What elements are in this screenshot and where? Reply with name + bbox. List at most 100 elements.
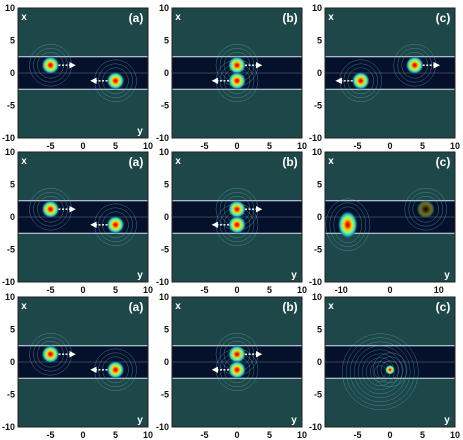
panel-label: (c) bbox=[436, 155, 451, 169]
tick-label-left: 10 bbox=[312, 3, 322, 13]
tick-label-bottom: 0 bbox=[80, 430, 85, 440]
tick-label-left: -5 bbox=[161, 245, 169, 255]
tick-label-bottom: 5 bbox=[113, 430, 118, 440]
plot-frame bbox=[324, 296, 456, 428]
plot-frame bbox=[324, 151, 456, 283]
panel-2: x (b) 10 5 0 -5 -10 -5 0 5 10 bbox=[156, 3, 307, 151]
panel-6: x y (c) 10 5 0 -5 -10 -10 0 10 bbox=[309, 147, 456, 295]
axis-letter-y: y bbox=[291, 415, 297, 426]
soliton-spot bbox=[228, 71, 246, 90]
soliton-spot bbox=[405, 56, 424, 75]
tick-label-bottom: -5 bbox=[46, 141, 54, 151]
contour-line bbox=[329, 202, 366, 248]
tick-label-left: -5 bbox=[314, 390, 322, 400]
tick-label-left: -10 bbox=[2, 277, 15, 287]
panel-label: (c) bbox=[436, 11, 451, 25]
tick-label-left: -5 bbox=[7, 390, 15, 400]
axis-letter-y: y bbox=[291, 270, 297, 281]
tick-label-bottom: 0 bbox=[387, 141, 392, 151]
tick-label-left: 10 bbox=[159, 3, 169, 13]
soliton-spot bbox=[228, 215, 246, 234]
panel-7: x y (a) 10 5 0 -5 -10 -5 0 5 10 bbox=[2, 292, 153, 440]
tick-label-bottom: 5 bbox=[267, 141, 272, 151]
tick-label-bottom: 0 bbox=[80, 141, 85, 151]
soliton-spot bbox=[416, 200, 435, 219]
tick-label-bottom: 10 bbox=[297, 430, 307, 440]
tick-label-bottom: 5 bbox=[267, 285, 272, 295]
tick-label-left: 5 bbox=[317, 36, 322, 46]
axis-letter-y: y bbox=[137, 126, 143, 137]
plot-frame bbox=[171, 7, 303, 139]
tick-label-left: -10 bbox=[156, 277, 169, 287]
axis-letter-x: x bbox=[21, 301, 27, 312]
soliton-spot bbox=[385, 364, 395, 375]
soliton-spot bbox=[351, 71, 370, 90]
panel-label: (a) bbox=[129, 300, 144, 314]
panel-label: (b) bbox=[282, 11, 297, 25]
tick-label-bottom: 10 bbox=[450, 430, 460, 440]
tick-label-bottom: 5 bbox=[267, 430, 272, 440]
tick-label-bottom: -10 bbox=[335, 285, 348, 295]
contour-line bbox=[408, 191, 443, 227]
tick-label-bottom: -5 bbox=[200, 430, 208, 440]
tick-label-bottom: 0 bbox=[387, 285, 392, 295]
tick-label-left: 10 bbox=[159, 147, 169, 157]
tick-label-bottom: -5 bbox=[46, 430, 54, 440]
axis-letter-x: x bbox=[21, 156, 27, 167]
tick-label-bottom: -5 bbox=[46, 285, 54, 295]
tick-label-left: -5 bbox=[161, 390, 169, 400]
tick-label-left: 0 bbox=[317, 212, 322, 222]
tick-label-left: 0 bbox=[164, 212, 169, 222]
soliton-spot bbox=[41, 200, 60, 219]
axis-letter-x: x bbox=[328, 301, 334, 312]
tick-label-left: -10 bbox=[309, 422, 322, 432]
tick-label-left: 0 bbox=[164, 68, 169, 78]
panel-label: (a) bbox=[129, 11, 144, 25]
tick-label-left: 0 bbox=[164, 357, 169, 367]
axis-letter-x: x bbox=[328, 12, 334, 23]
soliton-spot bbox=[228, 345, 246, 364]
contour-ring bbox=[346, 337, 415, 406]
panel-label: (b) bbox=[282, 300, 297, 314]
tick-label-bottom: -5 bbox=[200, 285, 208, 295]
tick-label-left: 5 bbox=[10, 36, 15, 46]
axis-letter-y: y bbox=[444, 270, 450, 281]
plot-frame bbox=[17, 7, 149, 139]
tick-label-left: 10 bbox=[5, 3, 15, 13]
soliton-spot bbox=[228, 56, 246, 75]
tick-label-bottom: 5 bbox=[113, 285, 118, 295]
soliton-spot bbox=[228, 200, 246, 219]
plot-frame bbox=[171, 151, 303, 283]
tick-label-left: 0 bbox=[10, 357, 15, 367]
axis-letter-y: y bbox=[137, 415, 143, 426]
tick-label-left: -10 bbox=[156, 133, 169, 143]
tick-label-left: 5 bbox=[164, 325, 169, 335]
panel-9: x y (c) 10 5 0 -5 -10 -5 0 5 10 bbox=[309, 292, 460, 440]
contour-ring bbox=[362, 353, 399, 390]
axis-letter-x: x bbox=[21, 12, 27, 23]
contour-line bbox=[412, 195, 439, 223]
tick-label-bottom: 10 bbox=[297, 285, 307, 295]
tick-label-bottom: 5 bbox=[113, 141, 118, 151]
tick-label-left: 0 bbox=[10, 68, 15, 78]
soliton-spot bbox=[106, 215, 125, 234]
tick-label-bottom: 10 bbox=[143, 141, 153, 151]
tick-label-bottom: 5 bbox=[420, 430, 425, 440]
axis-letter-x: x bbox=[175, 12, 181, 23]
tick-label-left: 0 bbox=[317, 68, 322, 78]
tick-label-left: -5 bbox=[314, 245, 322, 255]
contour-line bbox=[404, 187, 447, 231]
soliton-spot bbox=[41, 56, 60, 75]
tick-label-left: -5 bbox=[161, 101, 169, 111]
soliton-spot bbox=[337, 210, 358, 239]
tick-label-left: -5 bbox=[7, 245, 15, 255]
soliton-spot bbox=[228, 360, 246, 379]
tick-label-left: 5 bbox=[164, 180, 169, 190]
panel-8: x y (b) 10 5 0 -5 -10 -5 0 5 10 bbox=[156, 292, 307, 440]
tick-label-left: 10 bbox=[5, 292, 15, 302]
axis-letter-y: y bbox=[137, 270, 143, 281]
tick-label-left: -10 bbox=[2, 422, 15, 432]
tick-label-left: -5 bbox=[314, 101, 322, 111]
